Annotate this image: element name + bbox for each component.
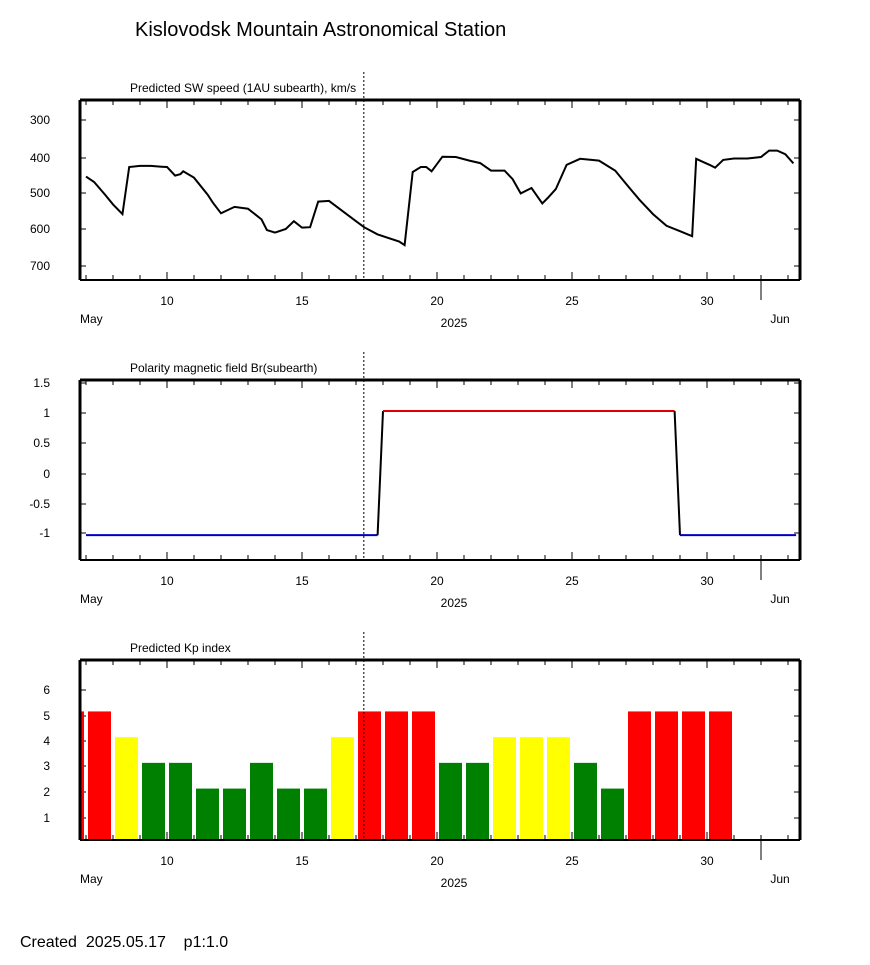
kp-bar xyxy=(547,737,570,840)
created-label: Created xyxy=(20,934,77,951)
created-date: 2025.05.17 xyxy=(85,934,166,951)
page-id: p1:1.0 xyxy=(183,934,229,951)
x-axis-year-label: 2025 xyxy=(441,316,468,330)
y-tick-label: 700 xyxy=(30,259,50,273)
kp-bar xyxy=(574,762,597,840)
kp-bar xyxy=(304,788,327,840)
kp-bar xyxy=(196,788,219,840)
chart-panel-1: Predicted SW speed (1AU subearth), km/s 3… xyxy=(30,72,802,330)
kp-bar xyxy=(115,737,138,840)
kp-bar xyxy=(520,737,543,840)
month-label-may: May xyxy=(80,312,103,326)
x-tick-label: 25 xyxy=(565,294,579,308)
kp-bar xyxy=(709,711,732,840)
month-label-jun: Jun xyxy=(770,872,789,886)
x-tick-label: 30 xyxy=(700,854,714,868)
kp-bar xyxy=(331,737,354,840)
chart-title: Predicted Kp index xyxy=(130,641,231,655)
y-tick-label: 400 xyxy=(30,151,50,165)
y-tick-label: -1 xyxy=(39,526,50,540)
kp-bar xyxy=(628,711,651,840)
y-tick-label: 0.5 xyxy=(33,436,50,450)
kp-bar xyxy=(412,711,435,840)
y-tick-label: 1.5 xyxy=(33,376,50,390)
kp-bar xyxy=(250,762,273,840)
polarity-segment xyxy=(376,410,384,536)
y-tick-label: 4 xyxy=(43,734,50,748)
x-tick-label: 10 xyxy=(160,294,174,308)
month-label-may: May xyxy=(80,592,103,606)
x-tick-label: 20 xyxy=(430,294,444,308)
created-note: Created 2025.05.17 p1:1.0 xyxy=(20,934,228,952)
x-tick-label: 15 xyxy=(295,294,309,308)
x-tick-label: 10 xyxy=(160,574,174,588)
month-label-jun: Jun xyxy=(770,592,789,606)
x-tick-label: 15 xyxy=(295,854,309,868)
kp-bar xyxy=(88,711,111,840)
polarity-segment xyxy=(673,410,681,536)
kp-bar xyxy=(169,762,192,840)
x-tick-label: 30 xyxy=(700,574,714,588)
kp-bar xyxy=(277,788,300,840)
kp-bar xyxy=(80,711,84,840)
page-title: Kislovodsk Mountain Astronomical Station xyxy=(135,19,507,41)
x-tick-label: 25 xyxy=(565,854,579,868)
x-axis-year-label: 2025 xyxy=(441,596,468,610)
chart-title: Predicted SW speed (1AU subearth), km/s xyxy=(130,81,356,95)
kp-bar xyxy=(655,711,678,840)
y-tick-label: 1 xyxy=(43,811,50,825)
kp-bar xyxy=(466,762,489,840)
y-tick-label: 3 xyxy=(43,759,50,773)
y-tick-label: 6 xyxy=(43,683,50,697)
y-tick-label: 500 xyxy=(30,186,50,200)
x-tick-label: 25 xyxy=(565,574,579,588)
kp-bar xyxy=(223,788,246,840)
y-tick-label: 0 xyxy=(43,467,50,481)
sw-speed-line xyxy=(85,149,795,247)
chart-panel-2: Polarity magnetic field Br(subearth) -1 -0… xyxy=(29,352,802,610)
kp-bar xyxy=(493,737,516,840)
kp-bar xyxy=(358,711,381,840)
kp-bar xyxy=(142,762,165,840)
x-tick-label: 15 xyxy=(295,574,309,588)
y-tick-label: 1 xyxy=(43,406,50,420)
x-tick-label: 20 xyxy=(430,574,444,588)
y-tick-label: 300 xyxy=(30,113,50,127)
y-tick-label: 600 xyxy=(30,222,50,236)
kp-bar xyxy=(385,711,408,840)
month-label-jun: Jun xyxy=(770,312,789,326)
y-tick-label: 5 xyxy=(43,709,50,723)
x-tick-label: 30 xyxy=(700,294,714,308)
kp-bar xyxy=(682,711,705,840)
chart-title: Polarity magnetic field Br(subearth) xyxy=(130,361,317,375)
y-tick-label: 2 xyxy=(43,785,50,799)
month-label-may: May xyxy=(80,872,103,886)
x-tick-label: 10 xyxy=(160,854,174,868)
x-axis-year-label: 2025 xyxy=(441,876,468,890)
kp-bar xyxy=(439,762,462,840)
kp-bar xyxy=(601,788,624,840)
x-tick-label: 20 xyxy=(430,854,444,868)
y-tick-label: -0.5 xyxy=(29,497,50,511)
